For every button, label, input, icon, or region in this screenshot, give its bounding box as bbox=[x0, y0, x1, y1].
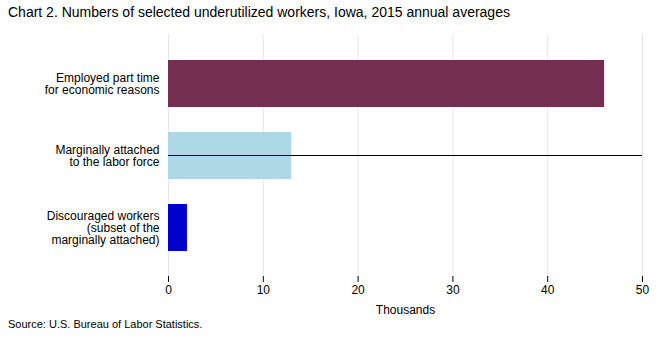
html-text:Source: U.S. Bureau of Labor S: Source: U.S. Bureau of Labor Statistics. bbox=[8, 318, 203, 330]
svg-text:Thousands: Thousands bbox=[376, 303, 435, 317]
svg-text:Marginally attachedto the labo: Marginally attachedto the labor force bbox=[55, 143, 159, 169]
svg-text:40: 40 bbox=[541, 283, 555, 297]
svg-text:10: 10 bbox=[257, 283, 271, 297]
svg-text:Discouraged workers(subset of: Discouraged workers(subset of themargina… bbox=[47, 209, 160, 247]
svg-text:0: 0 bbox=[165, 283, 172, 297]
svg-text:30: 30 bbox=[446, 283, 460, 297]
svg-text:Employed part timefor economic: Employed part timefor economic reasons bbox=[45, 71, 160, 97]
svg-text:50: 50 bbox=[636, 283, 650, 297]
html-text:Chart 2. Numbers of selected u: Chart 2. Numbers of selected underutiliz… bbox=[8, 4, 510, 20]
svg-text:20: 20 bbox=[351, 283, 365, 297]
